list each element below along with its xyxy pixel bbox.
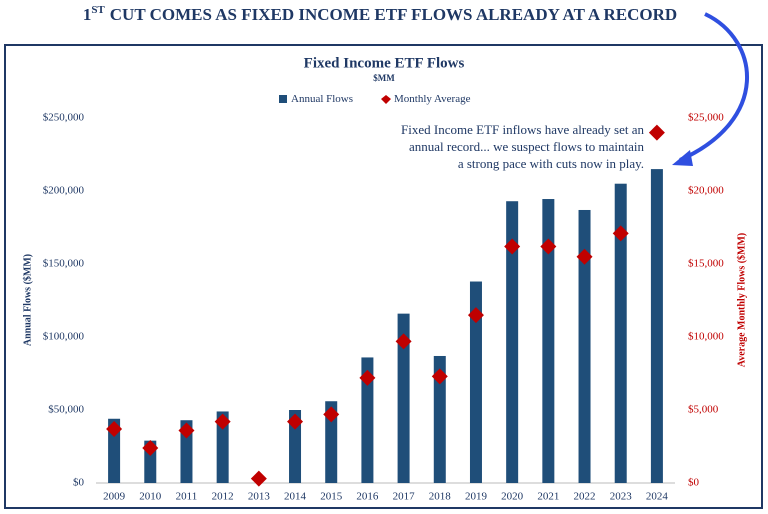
x-tick-label: 2021 <box>537 491 559 503</box>
bar <box>216 411 229 483</box>
y-tick-label: $250,000 <box>43 112 85 124</box>
legend-label: Monthly Average <box>394 93 471 105</box>
y-tick-label: $0 <box>73 477 85 489</box>
bar <box>433 355 446 483</box>
y-tick-label: $100,000 <box>43 331 85 343</box>
headline-number: 1 <box>83 5 92 24</box>
chart-subtitle: $MM <box>373 73 395 83</box>
y2-tick-label: $0 <box>688 477 700 489</box>
diamond-marker <box>540 238 557 255</box>
frame <box>4 44 763 509</box>
diamond-marker <box>106 420 123 437</box>
diamond-marker <box>504 238 521 255</box>
y2-tick-label: $15,000 <box>688 258 724 270</box>
x-tick-label: 2015 <box>320 491 343 503</box>
legend-label: Annual Flows <box>291 93 353 105</box>
diamond-marker <box>359 369 376 386</box>
y-tick-label: $200,000 <box>43 185 85 197</box>
diamond-marker <box>214 413 231 430</box>
x-tick-label: 2020 <box>501 491 524 503</box>
x-tick-label: 2023 <box>610 491 633 503</box>
y-tick-label: $150,000 <box>43 258 85 270</box>
annotation: Fixed Income ETF inflows have already se… <box>401 122 644 137</box>
diamond-marker <box>648 124 665 141</box>
diamond-marker <box>431 368 448 385</box>
diamond-marker <box>467 307 484 324</box>
bar <box>108 418 121 483</box>
bar <box>542 199 555 483</box>
bar <box>289 410 302 483</box>
x-tick-label: 2014 <box>284 491 307 503</box>
x-tick-label: 2010 <box>139 491 162 503</box>
x-tick-label: 2012 <box>212 491 234 503</box>
x-tick-label: 2018 <box>429 491 452 503</box>
bar <box>361 357 374 483</box>
y2-tick-label: $20,000 <box>688 185 724 197</box>
bar <box>578 209 591 484</box>
diamond-marker <box>576 248 593 265</box>
diamond-marker <box>178 422 195 439</box>
x-tick-label: 2009 <box>103 491 126 503</box>
headline-text: CUT COMES AS FIXED INCOME ETF FLOWS ALRE… <box>110 5 677 24</box>
legend-swatch <box>381 95 391 104</box>
y-tick-label: $50,000 <box>48 404 84 416</box>
y2-tick-label: $5,000 <box>688 404 719 416</box>
diamond-marker <box>287 413 304 430</box>
bar <box>325 401 338 483</box>
y-axis-title: Annual Flows ($MM) <box>22 254 33 346</box>
bar <box>614 183 627 483</box>
x-tick-label: 2024 <box>646 491 669 503</box>
bar <box>180 420 193 483</box>
diamond-marker <box>395 333 412 350</box>
y2-axis-title: Average Monthly Flows ($MM) <box>736 233 747 368</box>
headline: 1ST CUT COMES AS FIXED INCOME ETF FLOWS A… <box>83 4 677 24</box>
annotation: annual record... we suspect flows to mai… <box>409 139 645 154</box>
diamond-marker <box>323 406 340 423</box>
headline-ordinal: ST <box>91 4 105 16</box>
callout-arrow <box>679 12 749 162</box>
annotation: a strong pace with cuts now in play. <box>458 156 644 171</box>
diamond-marker <box>142 439 159 456</box>
callout-arrowhead <box>672 150 693 166</box>
x-tick-label: 2013 <box>248 491 271 503</box>
legend-swatch <box>279 95 287 103</box>
bar <box>469 281 482 483</box>
x-tick-label: 2022 <box>574 491 596 503</box>
x-tick-label: 2019 <box>465 491 488 503</box>
bar <box>397 313 410 483</box>
bar <box>506 201 519 483</box>
x-tick-label: 2011 <box>176 491 198 503</box>
y2-tick-label: $10,000 <box>688 331 724 343</box>
diamond-marker <box>612 225 629 242</box>
y2-tick-label: $25,000 <box>688 112 724 124</box>
x-tick-label: 2016 <box>356 491 379 503</box>
bar <box>650 169 663 483</box>
diamond-marker <box>250 470 267 487</box>
chart-title: Fixed Income ETF Flows <box>304 55 465 71</box>
x-tick-label: 2017 <box>393 491 416 503</box>
